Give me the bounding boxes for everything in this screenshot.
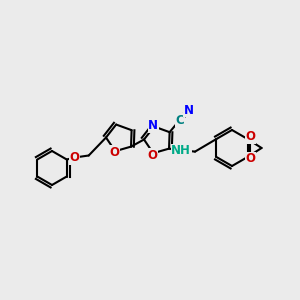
Text: N: N [148,119,158,132]
Text: O: O [147,149,157,162]
Text: O: O [109,146,119,159]
Text: NH: NH [171,144,191,157]
Text: O: O [246,152,256,166]
Text: O: O [246,130,256,143]
Text: C: C [175,114,184,127]
Text: N: N [184,104,194,117]
Text: O: O [70,151,80,164]
